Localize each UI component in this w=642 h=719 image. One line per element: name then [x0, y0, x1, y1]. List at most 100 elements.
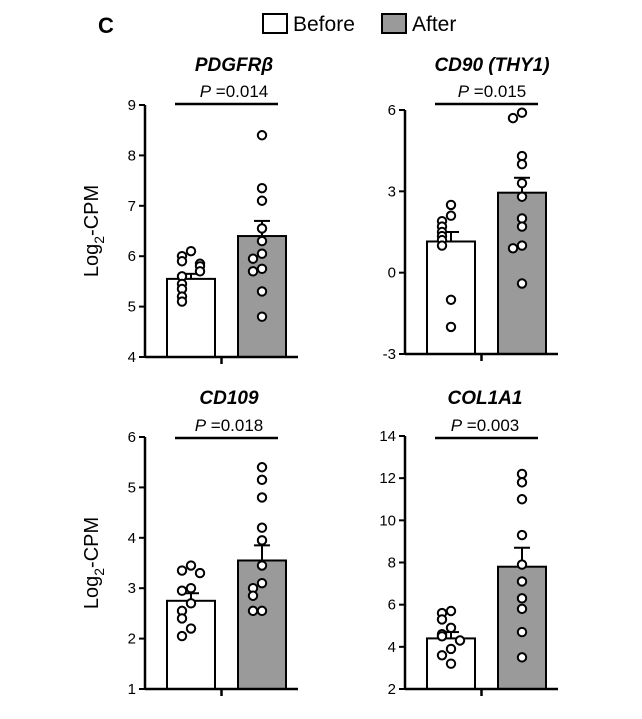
data-point-after — [516, 240, 528, 251]
data-point-before — [185, 245, 197, 257]
data-point-after — [516, 178, 528, 189]
p-value: P =0.014 — [200, 82, 269, 101]
data-point-after — [516, 593, 528, 604]
legend-label-after: After — [412, 13, 456, 36]
data-point-before — [445, 294, 457, 305]
y-tick-label: 4 — [128, 349, 136, 366]
data-point-before — [436, 631, 448, 642]
data-point-after — [516, 652, 528, 663]
data-point-after — [516, 603, 528, 615]
y-axis-label-suffix: -CPM — [81, 517, 103, 568]
y-tick-label: 12 — [379, 470, 396, 487]
y-tick-label: 6 — [128, 248, 136, 265]
data-point-before — [454, 635, 466, 646]
data-point-before — [436, 650, 448, 661]
bar-before — [166, 277, 216, 359]
p-value-symbol: P — [195, 416, 207, 435]
data-point-before — [185, 583, 197, 594]
data-point-before — [436, 240, 448, 251]
y-tick-label: 6 — [388, 597, 396, 614]
data-point-after — [507, 112, 519, 124]
data-point-before — [185, 560, 197, 571]
y-tick-label: 8 — [128, 147, 136, 164]
data-point-after — [247, 266, 259, 277]
data-point-after — [516, 494, 528, 505]
data-point-after — [256, 223, 268, 234]
data-point-after — [256, 263, 268, 274]
data-point-after — [247, 253, 259, 264]
data-point-before — [445, 321, 457, 333]
bar-before — [166, 599, 216, 690]
data-point-after — [516, 576, 528, 587]
y-tick-label: 7 — [128, 198, 136, 215]
data-point-before — [194, 567, 206, 579]
p-value-symbol: P — [458, 82, 470, 101]
data-point-after — [256, 492, 268, 503]
data-point-before — [185, 598, 197, 609]
data-point-before — [445, 210, 457, 221]
p-value-number: =0.015 — [469, 82, 526, 101]
y-tick-label: 1 — [128, 681, 136, 698]
data-point-after — [247, 605, 259, 617]
p-value: P =0.018 — [195, 416, 264, 435]
data-point-before — [176, 256, 188, 267]
data-point-after — [256, 130, 268, 141]
chart-title: CD90 (THY1) — [434, 55, 549, 76]
data-point-after — [516, 626, 528, 638]
y-tick-label: 4 — [388, 639, 396, 656]
chart-col1a1: COL1A1 P =0.003 2 4 6 8 10 12 14 — [379, 388, 558, 698]
y-axis-label-prefix: Log — [81, 244, 103, 277]
y-axis-label: Log2-CPM — [81, 185, 107, 277]
data-point-before — [445, 199, 457, 211]
data-point-after — [256, 235, 268, 247]
chart-title: CD109 — [199, 388, 259, 409]
data-point-after — [247, 590, 259, 601]
data-point-before — [445, 643, 457, 655]
p-value-number: =0.003 — [462, 416, 519, 435]
data-point-after — [256, 195, 268, 206]
legend-label-before: Before — [293, 13, 355, 36]
legend: Before After — [262, 13, 456, 36]
data-point-after — [256, 286, 268, 297]
y-tick-label: 2 — [388, 681, 396, 698]
data-point-before — [445, 658, 457, 669]
chart-cd90: CD90 (THY1) P =0.015 -3 0 3 6 — [383, 55, 558, 363]
p-value-number: =0.014 — [211, 82, 268, 101]
data-point-after — [516, 221, 528, 232]
p-value-symbol: P — [451, 416, 463, 435]
data-point-after — [256, 560, 268, 571]
p-value-symbol: P — [200, 82, 212, 101]
legend-swatch-before — [262, 13, 288, 34]
data-point-after — [256, 535, 268, 546]
data-point-before — [445, 622, 457, 634]
data-point-before — [436, 614, 448, 625]
data-point-after — [516, 159, 528, 170]
data-point-after — [256, 605, 268, 617]
data-point-after — [516, 107, 528, 118]
y-tick-label: 6 — [388, 102, 396, 119]
data-point-after — [256, 248, 268, 259]
p-value: P =0.015 — [458, 82, 527, 101]
y-tick-label: 5 — [128, 299, 136, 316]
y-tick-label: 8 — [388, 555, 396, 572]
data-point-after — [507, 243, 519, 254]
data-point-before — [176, 630, 188, 642]
p-value: P =0.003 — [451, 416, 520, 435]
data-point-after — [256, 311, 268, 322]
panel-label: C — [98, 13, 114, 38]
data-point-after — [516, 191, 528, 202]
y-tick-label: 3 — [128, 580, 136, 597]
data-point-after — [256, 474, 268, 486]
data-point-after — [516, 559, 528, 570]
data-point-after — [516, 278, 528, 289]
p-value-number: =0.018 — [206, 416, 263, 435]
data-point-before — [176, 565, 188, 576]
data-point-before — [194, 266, 206, 277]
data-point-before — [176, 613, 188, 624]
y-axis-label-suffix: -CPM — [81, 185, 103, 236]
data-point-after — [256, 577, 268, 589]
data-point-before — [176, 585, 188, 596]
y-tick-label: 4 — [128, 530, 136, 547]
